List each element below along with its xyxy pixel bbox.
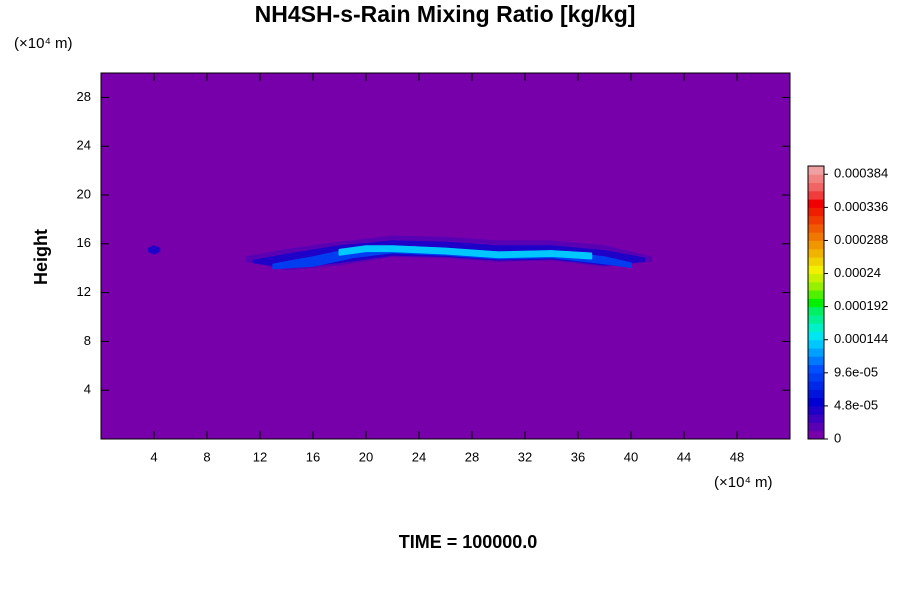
- y-tick-label: 28: [77, 89, 91, 104]
- colorbar-tick-label: 0.000144: [834, 331, 888, 346]
- x-tick-label: 44: [677, 449, 691, 464]
- x-tick-label: 16: [306, 449, 320, 464]
- x-tick-label: 12: [253, 449, 267, 464]
- colorbar-swatch: [808, 397, 824, 407]
- colorbar-tick-label: 0.000336: [834, 199, 888, 214]
- colorbar-swatch: [808, 356, 824, 366]
- colorbar-swatch: [808, 381, 824, 390]
- colorbar-tick-label: 4.8e-05: [834, 397, 878, 412]
- colorbar-swatch: [808, 265, 824, 275]
- time-label: TIME = 100000.0: [399, 532, 538, 552]
- colorbar-swatch: [808, 422, 824, 432]
- colorbar-swatch: [808, 331, 824, 341]
- colorbar-swatch: [808, 389, 824, 399]
- colorbar-swatch: [808, 174, 824, 184]
- x-tick-label: 36: [571, 449, 585, 464]
- colorbar-frame: [807, 165, 825, 440]
- x-unit: (×10⁴ m): [714, 474, 773, 491]
- colorbar-swatch: [808, 298, 824, 308]
- x-tick-label: 8: [203, 449, 210, 464]
- colorbar-swatch: [808, 223, 824, 233]
- colorbar-swatch: [808, 323, 824, 332]
- y-tick-label: 12: [77, 284, 91, 299]
- y-tick-label: 20: [77, 186, 91, 201]
- y-tick-label: 8: [84, 333, 91, 348]
- colorbar-tick-label: 0: [834, 430, 841, 445]
- colorbar-tick-label: 0.000288: [834, 232, 888, 247]
- colorbar-swatch: [808, 290, 824, 299]
- colorbar-swatch: [808, 240, 824, 250]
- x-tick-label: 32: [518, 449, 532, 464]
- colorbar-swatch: [808, 257, 824, 266]
- colorbar-tick-label: 0.00024: [834, 265, 881, 280]
- colorbar-swatch: [808, 348, 824, 357]
- colorbar-swatch: [808, 414, 824, 423]
- y-tick-label: 16: [77, 235, 91, 250]
- colorbar-swatch: [808, 281, 824, 291]
- plot-frame: [100, 72, 791, 440]
- colorbar-swatch: [808, 232, 824, 241]
- x-tick-label: 48: [730, 449, 744, 464]
- colorbar-swatch: [808, 215, 824, 225]
- chart-title: NH4SH-s-Rain Mixing Ratio [kg/kg]: [255, 1, 636, 27]
- x-tick-label: 24: [412, 449, 426, 464]
- colorbar-swatch: [808, 339, 824, 349]
- colorbar-swatch: [808, 166, 824, 175]
- colorbar-swatch: [808, 207, 824, 217]
- contour-region: [338, 245, 593, 260]
- colorbar-swatch: [808, 248, 824, 258]
- colorbar-tick-label: 0.000192: [834, 298, 888, 313]
- colorbar-swatch: [808, 199, 824, 208]
- x-tick-label: 40: [624, 449, 638, 464]
- colorbar-swatch: [808, 306, 824, 316]
- x-tick-label: 28: [465, 449, 479, 464]
- y-axis-label: Height: [31, 229, 51, 285]
- colorbar-swatch: [808, 364, 824, 374]
- contour-region: [147, 245, 161, 255]
- x-tick-label: 4: [150, 449, 157, 464]
- colorbar-tick-label: 0.000384: [834, 166, 888, 181]
- y-tick-label: 24: [77, 138, 91, 153]
- colorbar-swatch: [808, 405, 824, 415]
- colorbar-tick-label: 9.6e-05: [834, 364, 878, 379]
- colorbar-swatch: [808, 430, 824, 440]
- y-tick-label: 4: [84, 382, 91, 397]
- colorbar-swatch: [808, 182, 824, 192]
- colorbar-swatch: [808, 372, 824, 382]
- y-unit: (×10⁴ m): [14, 35, 73, 52]
- colorbar-swatch: [808, 273, 824, 283]
- x-tick-label: 20: [359, 449, 373, 464]
- colorbar-swatch: [808, 314, 824, 324]
- colorbar-swatch: [808, 190, 824, 200]
